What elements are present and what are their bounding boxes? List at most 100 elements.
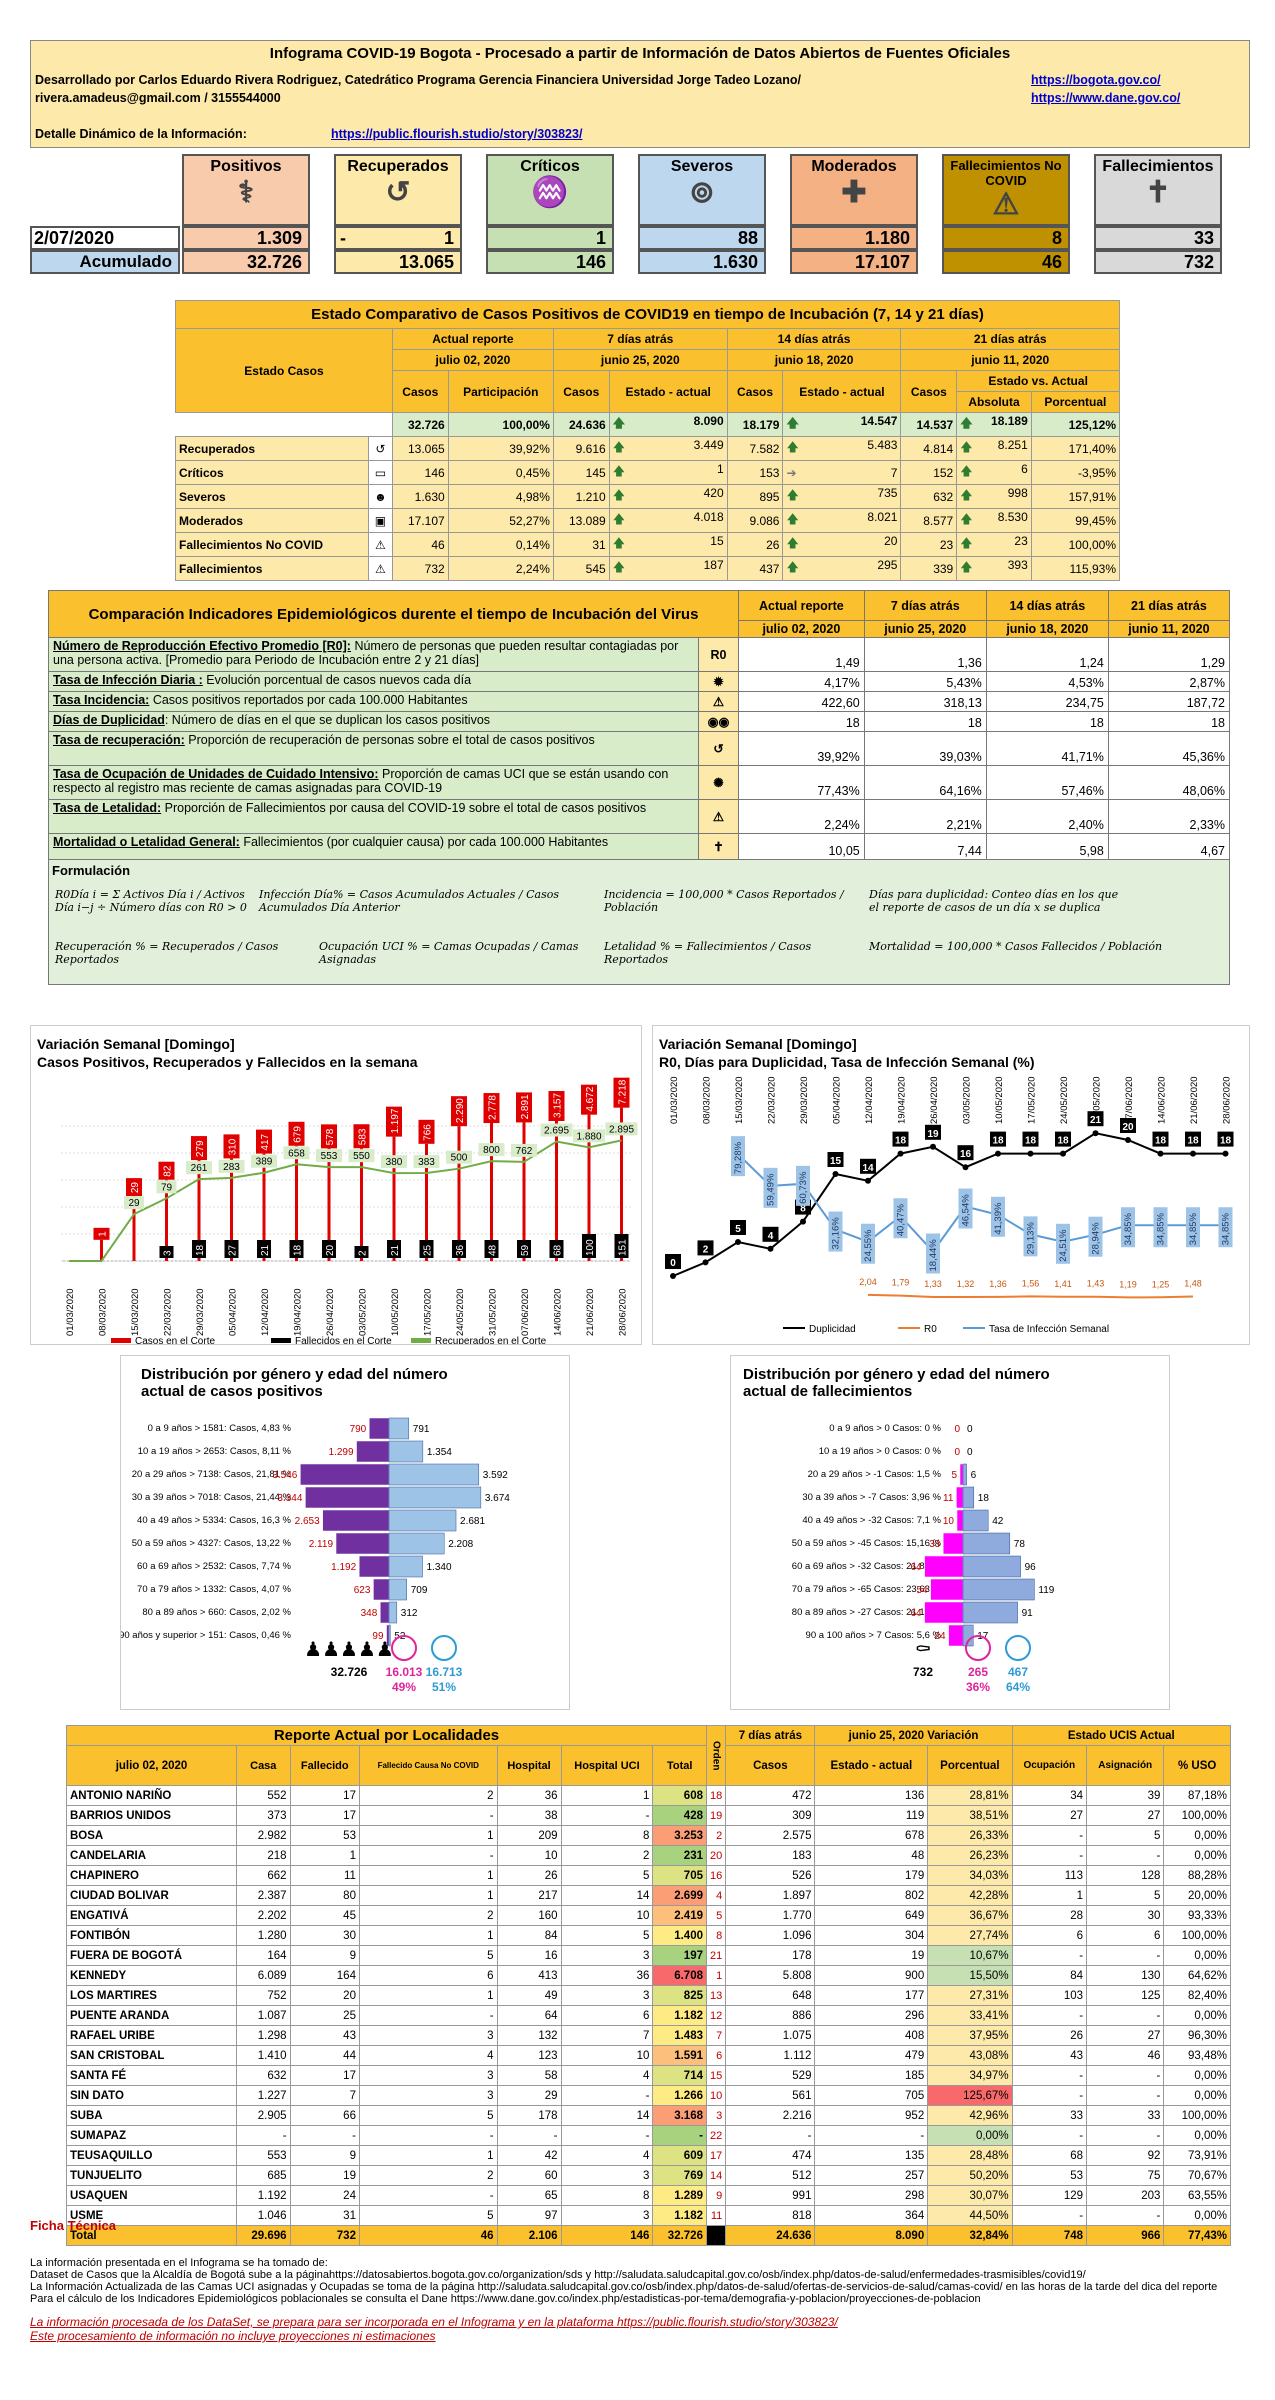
t3-cell: - <box>358 2125 498 2146</box>
t3-cell: 526 <box>725 1865 816 1886</box>
t2-value: 1,49 <box>738 637 865 672</box>
women-value: 1.299 <box>328 1447 353 1458</box>
t2-row: Tasa de Infección Diaria : Evolución por… <box>48 671 1231 692</box>
x-tick: 07/06/2020 <box>520 1288 531 1336</box>
t1-row-label: Severos <box>175 484 369 509</box>
t1-cell: 🡅 3.449 <box>608 436 728 461</box>
infection-label-box <box>1023 1216 1038 1257</box>
t3-name: SAN CRISTOBAL <box>66 2045 237 2066</box>
recovered-label: 2.695 <box>544 1126 569 1137</box>
t1-cell: 545 <box>552 556 610 581</box>
t3-cell: - <box>1086 1845 1165 1866</box>
t1-total-value: 32.726 <box>408 417 445 432</box>
t2-value: 422,60 <box>738 691 865 712</box>
chart3-svg: 0 a 9 años > 1581: Casos, 4,83 % 790 791 10… <box>121 1417 510 1694</box>
t3-cell: 2.202 <box>236 1905 291 1926</box>
t3-row: SUMAPAZ - - - - - -22- -0,00% - -0,00% <box>66 2125 1231 2146</box>
x-tick: 10/05/2020 <box>390 1288 401 1336</box>
duplicity-label: 16 <box>960 1149 972 1160</box>
t3-cell: 1.410 <box>236 2045 291 2066</box>
t2-date: junio 18, 2020 <box>985 620 1109 638</box>
t3-row: SUBA 2.905 66 5 178 14 3.168 3 2.216 952 42,96% 33 3… <box>66 2105 1231 2126</box>
t1-total-cell: 100,00% <box>447 412 554 437</box>
cases-label: 2.778 <box>488 1095 499 1120</box>
duplicity-point <box>930 1143 936 1150</box>
localities-table: Reporte Actual por Localidades Orden 7 día… <box>66 1725 1232 2246</box>
legend-label: Fallecidos en el Corte <box>295 1336 392 1344</box>
t1-ea: Estado - actual <box>782 370 902 413</box>
t3-cell: 1.770 <box>725 1905 816 1926</box>
kpi-day: 1.180 <box>790 226 918 250</box>
r0-label: 1,48 <box>1184 1279 1202 1289</box>
deaths-bar <box>517 1240 531 1258</box>
t1-cell: 8.577 <box>900 508 958 533</box>
t1-cell: 9.616 <box>552 436 610 461</box>
t1-total-row: 32.726 100,00% 24.636 🡅 8.090 18.179 🡅 14.547 14… <box>176 412 1121 437</box>
infection-label: 28,94% <box>1091 1222 1102 1255</box>
t3-cell: 3 <box>560 2165 654 2186</box>
weekly-indicators-chart: Variación Semanal [Domingo] R0, Días par… <box>652 1025 1250 1345</box>
t1-value: 23 <box>939 537 954 552</box>
t3-cell: 552 <box>236 1785 291 1806</box>
t3-name: BARRIOS UNIDOS <box>66 1805 237 1826</box>
duplicity-label: 18 <box>1155 1136 1167 1147</box>
deaths-label: 25 <box>423 1244 434 1256</box>
t1-row-icon: ⚠ <box>367 532 393 557</box>
t3-cell: 113 <box>1011 1865 1088 1886</box>
duplicity-label-box <box>957 1145 974 1161</box>
t3-cell: 0,00% <box>1163 1845 1231 1866</box>
total-value: 32.726 <box>331 1665 368 1679</box>
t3-name: USAQUEN <box>66 2185 237 2206</box>
men-total: 467 <box>1008 1665 1028 1679</box>
x-tick: 26/04/2020 <box>929 1076 940 1124</box>
t3-col: Fallecido Causa No COVID <box>358 1745 498 1786</box>
t1-value: 0,14% <box>515 537 550 552</box>
t3-row: FONTIBÓN 1.280 30 1 84 5 1.400 8 1.096 304 27,74% 6… <box>66 1925 1231 1946</box>
t1-cell: 1.630 <box>391 484 449 509</box>
age-label: 40 a 49 años > 5334: Casos, 16,3 % <box>137 1515 292 1526</box>
chart4-title: Distribución por género y edad del númer… <box>743 1366 1050 1400</box>
t3-total-cell: 24.636 <box>725 2225 816 2246</box>
t1-cell: 4,98% <box>447 484 554 509</box>
recovered-label: 2.895 <box>609 1124 634 1135</box>
kpi-acum: 17.107 <box>790 250 918 274</box>
t3-cell: 705 <box>652 1865 707 1886</box>
women-bar <box>369 1417 390 1440</box>
recovered-label-box <box>413 1154 440 1168</box>
t2-h2: julio 02, 2020 junio 25, 2020 junio 18, 20… <box>49 620 1231 638</box>
men-value: 96 <box>1025 1562 1037 1573</box>
t3-cell: 7 <box>705 2025 727 2046</box>
cases-label: 279 <box>195 1140 206 1157</box>
t3-cell: 84 <box>496 1925 562 1946</box>
t2-col: 7 días atrás <box>863 590 987 621</box>
link-dane[interactable]: https://www.dane.gov.co/ <box>1031 91 1181 105</box>
t1-total-cell: 14.537 <box>900 412 958 437</box>
formula-uci: Ocupación UCI % = Camas Ocupadas / Camas… <box>319 940 579 966</box>
t1-value: 7.582 <box>749 441 780 456</box>
deaths-bar <box>192 1240 206 1258</box>
t1-value: 8.530 <box>997 510 1028 524</box>
t3-cell: 1.591 <box>652 2045 707 2066</box>
duplicity-label-box <box>1022 1131 1039 1147</box>
t3-cell: 185 <box>814 2065 929 2086</box>
x-tick: 31/05/2020 <box>1092 1076 1103 1124</box>
women-bar <box>358 1555 390 1578</box>
t3-cell: 5 <box>1086 1825 1165 1846</box>
t3-cell: - <box>1011 1845 1088 1866</box>
arrow-icon: 🡅 <box>612 464 626 478</box>
t1-cell: 153 <box>726 460 784 485</box>
link-bogota[interactable]: https://bogota.gov.co/ <box>1031 73 1161 87</box>
t3-row: KENNEDY 6.089 164 6 413 36 6.708 1 5.808 900 15,50… <box>66 1965 1231 1986</box>
x-tick: 12/04/2020 <box>260 1288 271 1336</box>
recovered-label: 1.880 <box>576 1131 601 1142</box>
age-label: 50 a 59 años > 4327: Casos, 13,22 % <box>132 1538 292 1549</box>
detail-link[interactable]: https://public.flourish.studio/story/303… <box>331 127 583 141</box>
ficha-title: Ficha Técnica <box>30 2218 116 2233</box>
t3-cell: 1 <box>358 1925 498 1946</box>
women-value: 99 <box>372 1631 384 1642</box>
kpi-section: 2/07/2020 Acumulado Positivos ⚕ 1.309 32.726 R… <box>30 150 1250 280</box>
t3-ocup: Ocupación <box>1011 1745 1088 1786</box>
age-label: 70 a 79 años > -65 Casos: 23,63 % <box>792 1584 942 1595</box>
infection-label: 18,44% <box>928 1239 939 1272</box>
t3-row: SANTA FÉ 632 17 3 58 4 714 15 529 185 34,97% - -0,00… <box>66 2065 1231 2086</box>
